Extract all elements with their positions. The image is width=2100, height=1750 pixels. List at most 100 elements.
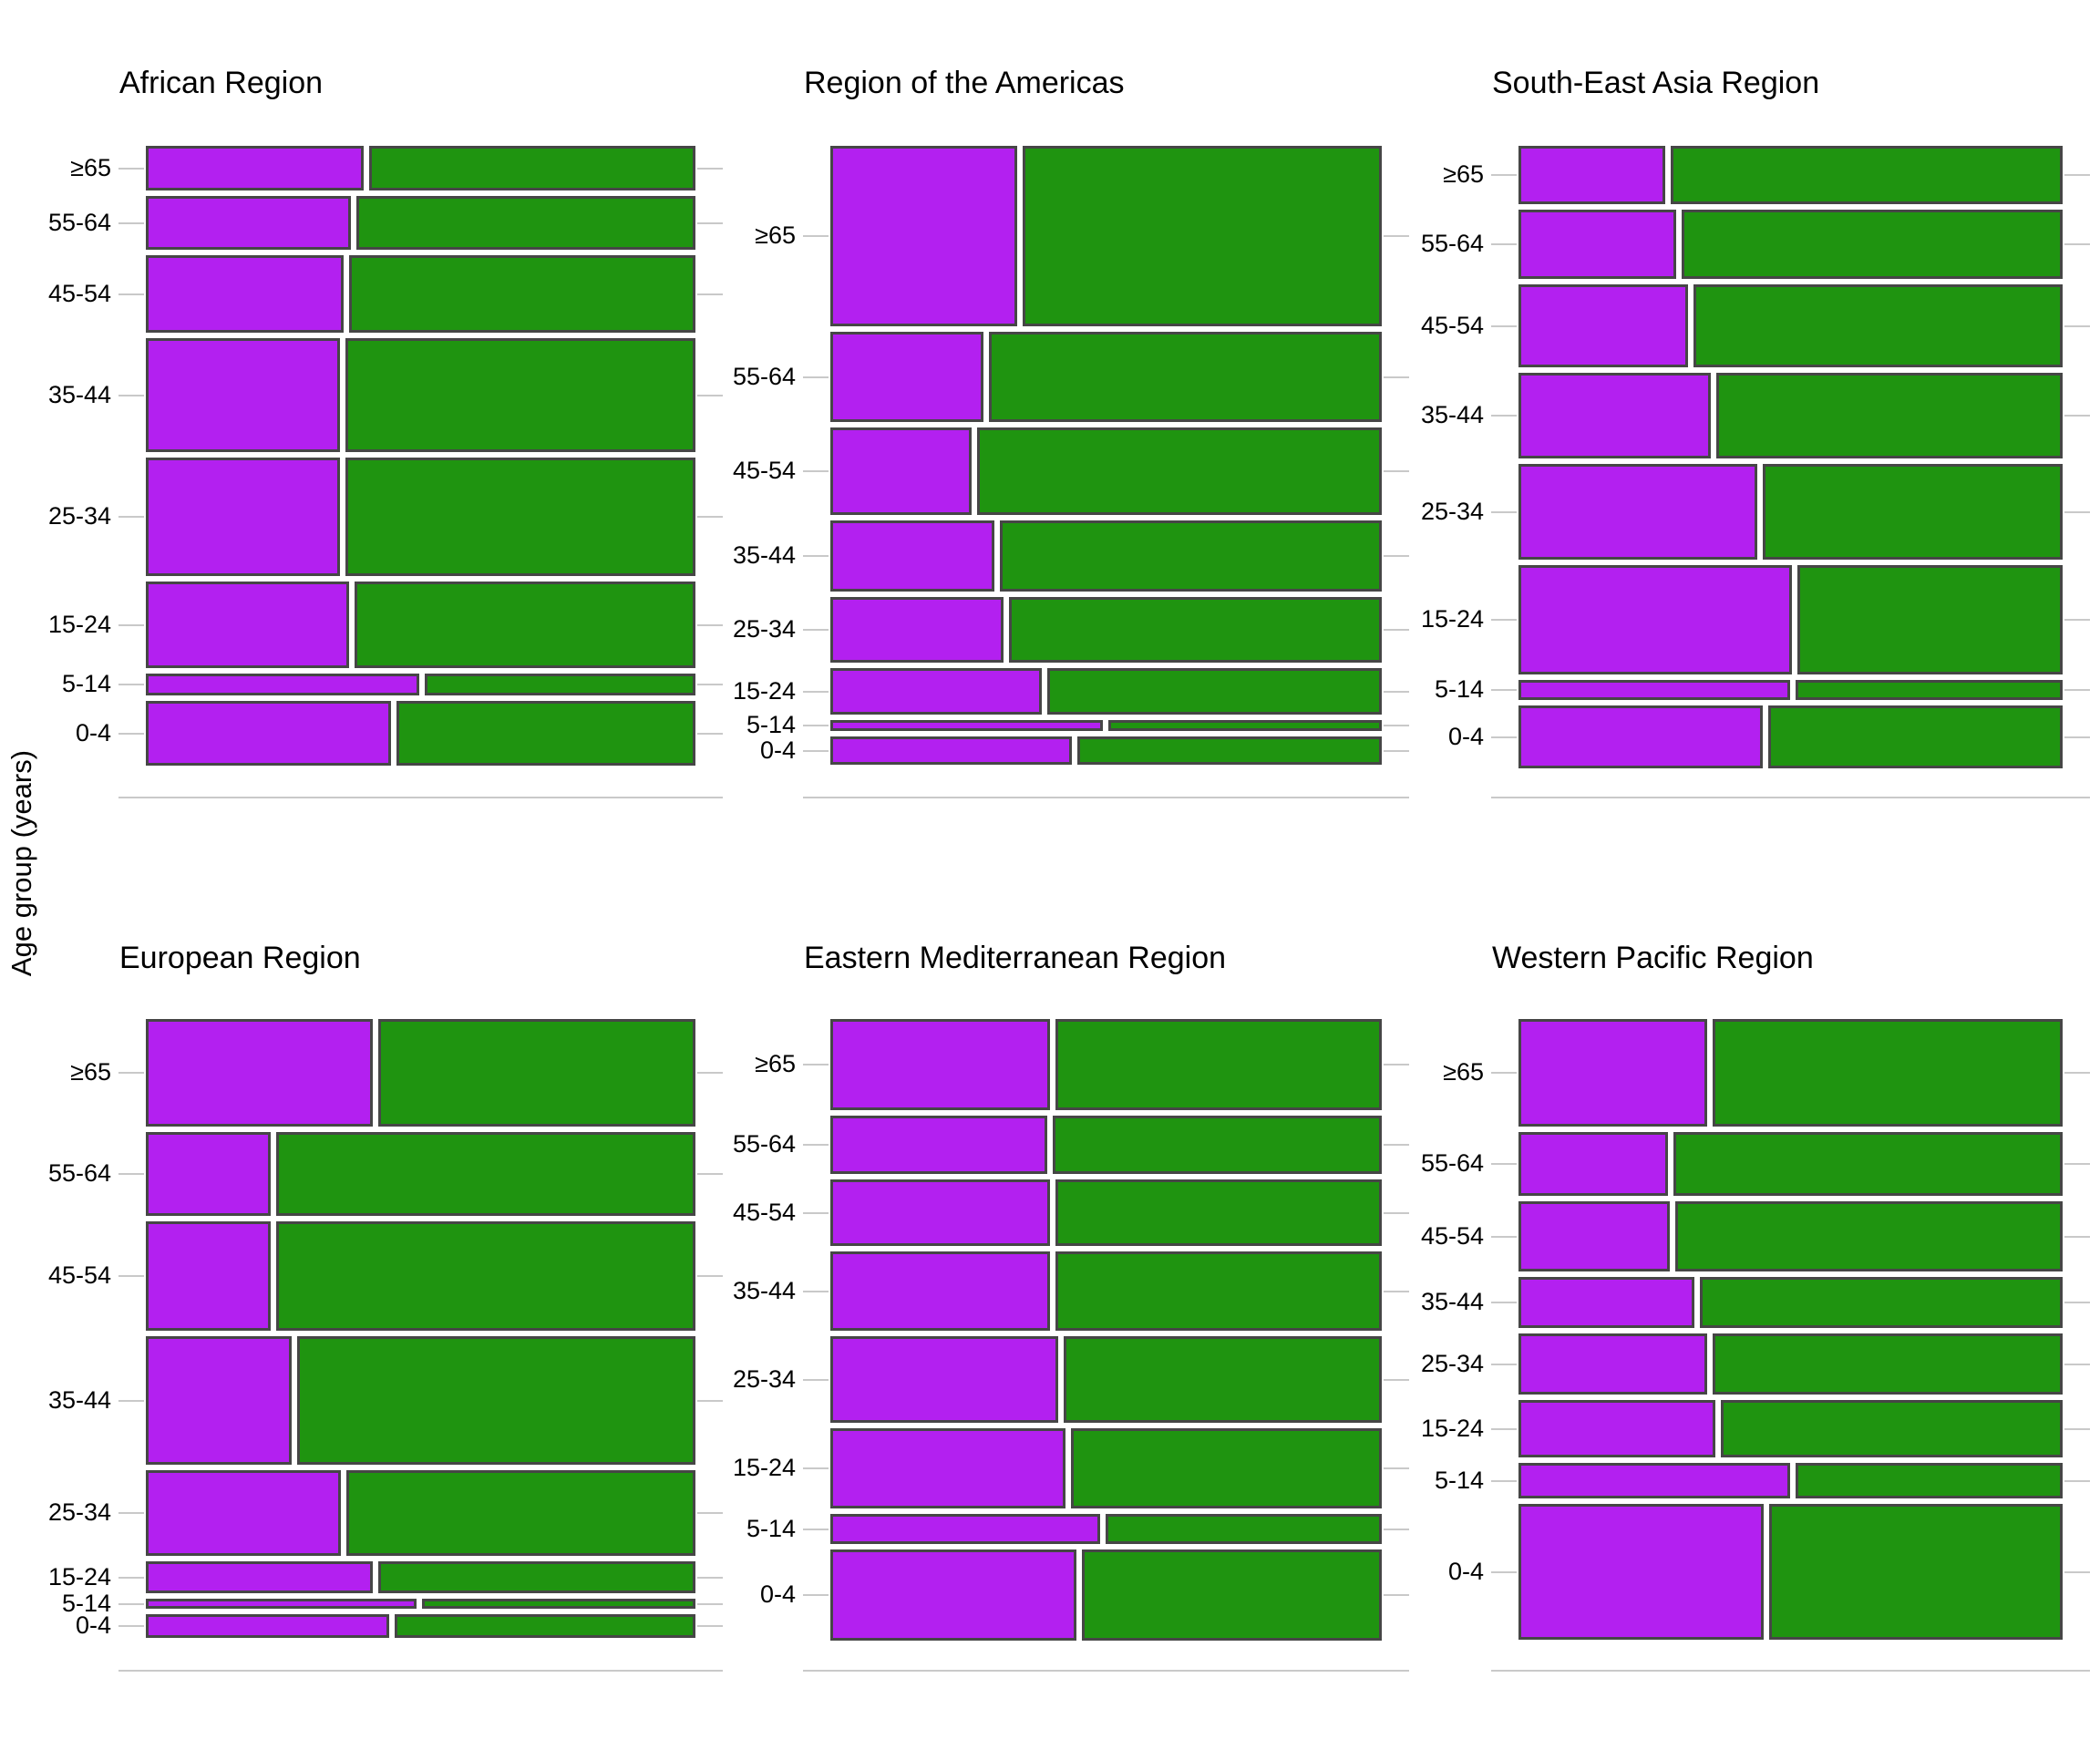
age-label-ge65: ≥65 [755, 221, 796, 249]
age-label-25-34: 25-34 [47, 502, 111, 530]
gridline-stub [697, 1577, 723, 1579]
gridline-stub [1384, 1594, 1409, 1596]
purple-segment [830, 1514, 1100, 1544]
purple-segment [146, 196, 351, 250]
axis-tick [118, 1173, 144, 1175]
axis-tick [1491, 1571, 1517, 1573]
age-label-35-44: 35-44 [732, 541, 796, 569]
axis-tick [118, 1072, 144, 1074]
age-label-45-54: 45-54 [732, 457, 796, 484]
green-segment [1721, 1400, 2063, 1457]
age-label-15-24: 15-24 [1420, 1415, 1484, 1442]
gridline-stub [1384, 1212, 1409, 1214]
green-segment [1671, 146, 2063, 204]
gridline-stub [697, 395, 723, 396]
age-label-35-44: 35-44 [47, 381, 111, 408]
gridline-stub [2064, 1571, 2090, 1573]
axis-tick [1491, 619, 1517, 621]
purple-segment [1518, 464, 1757, 560]
age-label-25-34: 25-34 [732, 615, 796, 643]
age-label-5-14: 5-14 [746, 1515, 796, 1542]
gridline-stub [697, 1512, 723, 1514]
axis-tick [803, 1144, 829, 1146]
axis-tick [118, 1625, 144, 1627]
age-label-45-54: 45-54 [1420, 1222, 1484, 1250]
gridline-stub [1384, 1291, 1409, 1292]
axis-tick [1491, 243, 1517, 245]
axis-tick [1491, 1072, 1517, 1074]
purple-segment [146, 338, 340, 452]
axis-tick [803, 629, 829, 631]
panel-title: African Region [119, 66, 324, 100]
purple-segment [830, 520, 994, 592]
axis-tick [118, 684, 144, 685]
axis-tick [803, 235, 829, 237]
age-label-5-14: 5-14 [61, 1590, 111, 1617]
purple-segment [1518, 210, 1676, 279]
gridline-stub [2064, 325, 2090, 327]
green-segment [378, 1019, 695, 1127]
gridline-stub [697, 684, 723, 685]
gridline-stub [1384, 1064, 1409, 1065]
gridline-stub [697, 293, 723, 295]
green-segment [1108, 720, 1382, 731]
green-segment [1797, 565, 2063, 674]
gridline-stub [1384, 470, 1409, 472]
age-label-45-54: 45-54 [47, 280, 111, 307]
gridline-stub [1384, 235, 1409, 237]
age-label-45-54: 45-54 [47, 1261, 111, 1289]
axis-tick [1491, 1302, 1517, 1303]
gridline-stub [2064, 689, 2090, 691]
axis-tick [1491, 1163, 1517, 1165]
age-label-35-44: 35-44 [1420, 1288, 1484, 1315]
axis-tick [803, 376, 829, 378]
purple-segment [830, 332, 983, 422]
axis-tick [803, 1594, 829, 1596]
gridline-stub [1384, 376, 1409, 378]
green-segment [1673, 1132, 2063, 1196]
gridline-stub [1384, 1529, 1409, 1530]
purple-segment [1518, 1504, 1764, 1640]
purple-segment [1518, 1463, 1790, 1498]
gridline-stub [2064, 243, 2090, 245]
axis-tick [1491, 1480, 1517, 1482]
age-label-ge65: ≥65 [70, 154, 111, 181]
gridline-stub [1384, 750, 1409, 752]
gridline-stub [697, 516, 723, 518]
purple-segment [830, 146, 1017, 326]
axis-tick [803, 1212, 829, 1214]
axis-tick [803, 1529, 829, 1530]
gridline-stub [2064, 1302, 2090, 1303]
purple-segment [830, 1019, 1050, 1110]
gridline-stub [1384, 1144, 1409, 1146]
gridline-stub [697, 733, 723, 735]
purple-segment [146, 146, 364, 190]
gridline-stub [697, 168, 723, 170]
axis-tick [118, 733, 144, 735]
green-segment [369, 146, 695, 190]
green-segment [422, 1599, 695, 1609]
age-label-25-34: 25-34 [1420, 1350, 1484, 1377]
age-label-35-44: 35-44 [732, 1277, 796, 1304]
green-segment [1713, 1019, 2063, 1127]
gridline-stub [1384, 1467, 1409, 1469]
panel-title: European Region [119, 941, 361, 975]
purple-segment [830, 1116, 1047, 1174]
age-label-35-44: 35-44 [47, 1386, 111, 1414]
panel-baseline-gridline [1491, 797, 2090, 798]
axis-tick [118, 516, 144, 518]
gridline-stub [2064, 1072, 2090, 1074]
green-segment [378, 1561, 695, 1593]
axis-tick [803, 750, 829, 752]
axis-tick [118, 293, 144, 295]
age-label-0-4: 0-4 [75, 719, 111, 746]
gridline-stub [2064, 174, 2090, 176]
purple-segment [1518, 146, 1665, 204]
green-segment [1713, 1333, 2063, 1395]
age-label-0-4: 0-4 [759, 736, 796, 764]
purple-segment [830, 597, 1004, 663]
green-segment [1768, 705, 2063, 768]
purple-segment [830, 1179, 1050, 1246]
green-segment [1675, 1201, 2063, 1271]
gridline-stub [697, 1275, 723, 1277]
